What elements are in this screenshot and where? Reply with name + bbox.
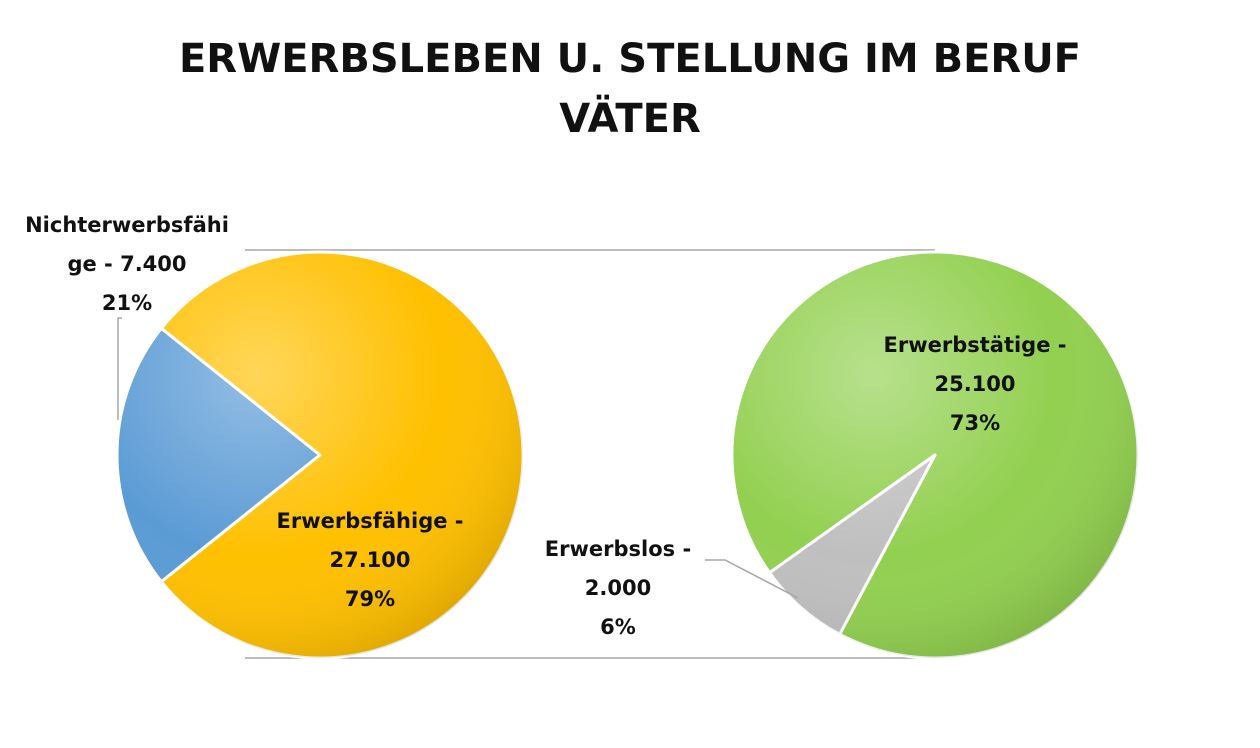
leader-line-nichterwerbsfaehige (117, 317, 122, 420)
svg-text:21%: 21% (102, 291, 152, 315)
main-pie-gloss (117, 252, 523, 658)
sub-pie-gloss (732, 252, 1138, 658)
svg-text:25.100: 25.100 (934, 372, 1015, 396)
chart-title-line-2: VÄTER (559, 94, 701, 142)
svg-text:6%: 6% (600, 615, 636, 639)
leader-line-erwerbslos (705, 559, 799, 599)
data-label-erwerbsfaehige: Erwerbsfähige - 27.100 79% (277, 509, 464, 611)
data-label-erwerbslos: Erwerbslos - 2.000 6% (545, 537, 691, 639)
svg-text:2.000: 2.000 (585, 576, 651, 600)
data-label-nichterwerbsfaehige: Nichterwerbsfähi ge - 7.400 21% (25, 213, 229, 315)
svg-text:Erwerbstätige -: Erwerbstätige - (884, 333, 1067, 357)
data-label-erwerbstaetige: Erwerbstätige - 25.100 73% (884, 333, 1067, 435)
svg-text:ge - 7.400: ge - 7.400 (67, 252, 186, 276)
svg-text:Erwerbslos -: Erwerbslos - (545, 537, 691, 561)
main-pie (115, 250, 525, 660)
svg-text:79%: 79% (345, 587, 395, 611)
svg-text:Nichterwerbsfähi: Nichterwerbsfähi (25, 213, 229, 237)
svg-text:27.100: 27.100 (329, 548, 410, 572)
chart-title-line-1: ERWERBSLEBEN U. STELLUNG IM BERUF (179, 36, 1081, 82)
sub-pie (730, 250, 1140, 660)
svg-text:Erwerbsfähige -: Erwerbsfähige - (277, 509, 464, 533)
svg-text:73%: 73% (950, 411, 1000, 435)
